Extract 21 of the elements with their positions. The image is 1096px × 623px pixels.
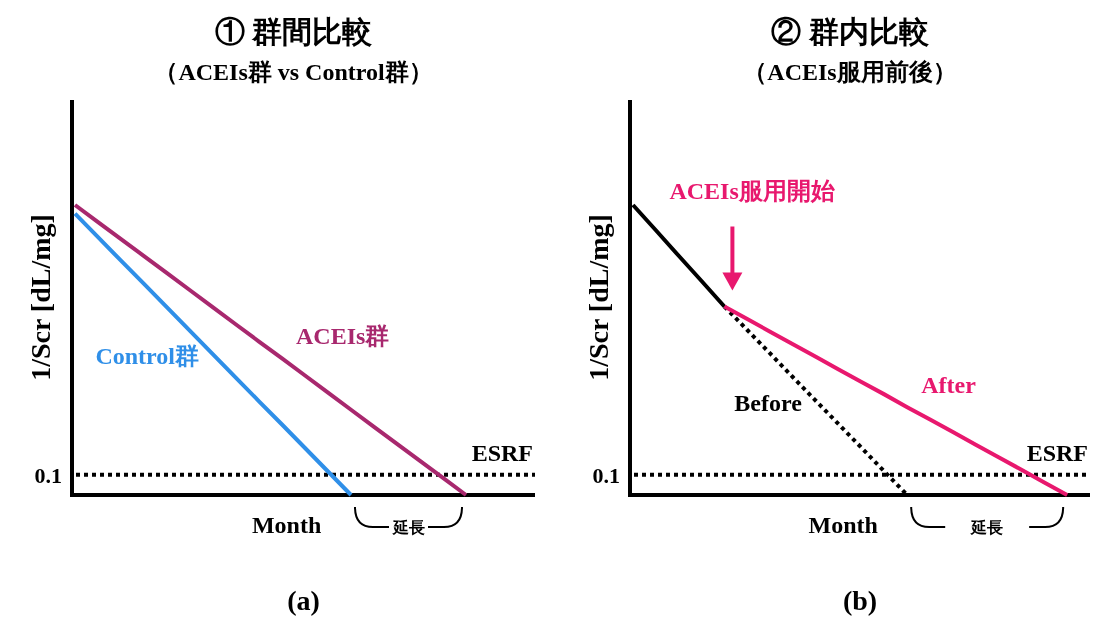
- series-label: Control群: [95, 343, 199, 370]
- chart-title: ② 群内比較: [771, 15, 929, 48]
- ref-line-label: 0.1: [34, 462, 62, 488]
- text: ACEIs服用開始: [669, 177, 835, 204]
- text: 延長: [391, 519, 425, 536]
- annotation: ESRF: [1026, 439, 1088, 466]
- text: 延長: [970, 519, 1004, 536]
- x-axis-title: Month: [808, 512, 878, 538]
- y-axis-title: 1/Scr [dL/mg]: [583, 214, 614, 381]
- series-label: Before: [734, 389, 803, 416]
- series-label: ACEIs群: [296, 323, 390, 350]
- text: (b): [842, 585, 878, 616]
- chart-subtitle: （ACEIs服用前後）: [743, 59, 957, 85]
- y-axis-title: 1/Scr [dL/mg]: [25, 214, 56, 381]
- ref-line-label: 0.1: [592, 462, 620, 488]
- text: (a): [287, 585, 320, 616]
- series-label: After: [921, 372, 977, 399]
- chart-title: ① 群間比較: [214, 15, 373, 48]
- x-axis-title: Month: [251, 512, 322, 538]
- chart-subtitle: （ACEIs群 vs Control群）: [154, 59, 433, 85]
- annotation: ESRF: [471, 439, 533, 466]
